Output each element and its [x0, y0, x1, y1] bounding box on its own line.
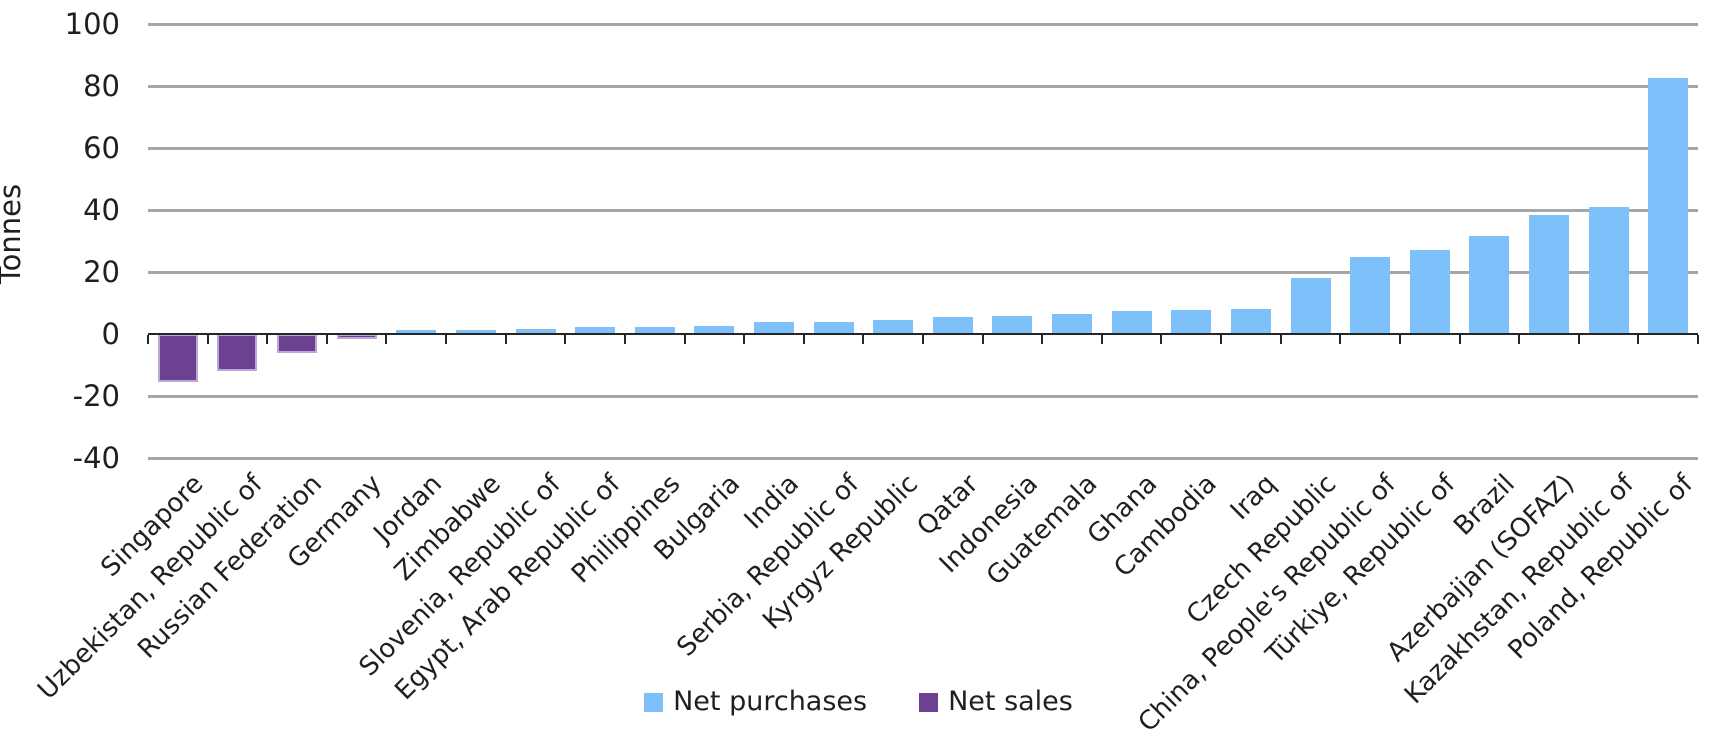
bar-t-rkiye-republic-of	[1409, 250, 1450, 334]
bar-ghana	[1111, 311, 1152, 334]
axis-tick-mark	[266, 335, 269, 344]
gridline-80	[148, 84, 1698, 88]
bar-philippines	[634, 326, 675, 334]
axis-tick-mark	[1160, 335, 1163, 344]
axis-tick-mark	[445, 335, 448, 344]
y-tick-label--40: -40	[72, 441, 120, 475]
axis-tick-mark	[1697, 335, 1699, 344]
bar-czech-republic	[1290, 278, 1331, 334]
axis-tick-mark	[1458, 335, 1461, 344]
bar-russian-federation	[277, 334, 318, 353]
y-tick-label-40: 40	[83, 193, 120, 227]
bar-azerbaijan-sofaz	[1528, 214, 1569, 334]
y-tick-label-0: 0	[101, 317, 120, 351]
axis-tick-mark	[981, 335, 984, 344]
bar-zimbabwe	[455, 329, 496, 334]
bar-iraq	[1230, 308, 1271, 334]
legend-swatch-net-sales	[919, 692, 939, 712]
axis-tick-mark	[1339, 335, 1342, 344]
bar-uzbekistan-republic-of	[217, 334, 258, 372]
y-tick-label-100: 100	[64, 7, 120, 41]
bar-jordan	[396, 329, 437, 334]
bar-qatar	[932, 317, 973, 334]
axis-tick-mark	[862, 335, 865, 344]
axis-tick-mark	[206, 335, 209, 344]
legend-item-net-purchases: Net purchases	[644, 684, 867, 720]
bar-slovenia-republic-of	[515, 328, 556, 334]
gridline-60	[148, 146, 1698, 150]
axis-tick-mark	[1398, 335, 1401, 344]
legend-swatch-net-purchases	[644, 692, 664, 712]
bar-kyrgyz-republic	[873, 320, 914, 334]
x-axis-label-uzbekistan-republic-of: Uzbekistan, Republic of	[32, 469, 269, 706]
axis-tick-mark	[1279, 335, 1282, 344]
axis-tick-mark	[623, 335, 626, 344]
bar-cambodia	[1171, 310, 1212, 334]
gridline-40	[148, 208, 1698, 212]
axis-tick-mark	[1637, 335, 1640, 344]
gridline--40	[148, 456, 1698, 460]
axis-tick-mark	[802, 335, 805, 344]
bar-egypt-arab-republic-of	[575, 326, 616, 334]
axis-tick-mark	[1100, 335, 1103, 344]
axis-tick-mark	[385, 335, 388, 344]
y-tick-label-60: 60	[83, 131, 120, 165]
axis-tick-mark	[1577, 335, 1580, 344]
y-tick-label--20: -20	[72, 379, 120, 413]
axis-tick-mark	[683, 335, 686, 344]
gridline--20	[148, 394, 1698, 398]
legend-label-net-sales: Net sales	[948, 686, 1073, 717]
bar-brazil	[1469, 236, 1510, 334]
y-tick-label-20: 20	[83, 255, 120, 289]
bar-serbia-republic-of	[813, 321, 854, 334]
gridline-20	[148, 270, 1698, 274]
axis-tick-mark	[564, 335, 567, 344]
bar-singapore	[157, 334, 198, 383]
bar-kazakhstan-republic-of	[1588, 206, 1629, 334]
y-tick-label-80: 80	[83, 69, 120, 103]
legend-item-net-sales: Net sales	[919, 684, 1073, 720]
bar-guatemala	[1052, 314, 1093, 334]
axis-tick-mark	[1220, 335, 1223, 344]
bar-poland-republic-of	[1648, 78, 1689, 334]
x-axis-line	[148, 333, 1698, 335]
axis-tick-mark	[325, 335, 328, 344]
bar-bulgaria	[694, 326, 735, 334]
bar-india	[753, 322, 794, 334]
bar-china-people-s-republic-of	[1350, 257, 1391, 334]
gridline-100	[148, 22, 1698, 26]
axis-tick-mark	[922, 335, 924, 344]
bar-indonesia	[992, 316, 1033, 334]
axis-tick-mark	[1041, 335, 1044, 344]
legend: Net purchases Net sales	[0, 684, 1717, 720]
axis-tick-mark	[147, 335, 149, 344]
legend-label-net-purchases: Net purchases	[673, 686, 868, 717]
axis-tick-mark	[743, 335, 746, 344]
axis-tick-mark	[1518, 335, 1521, 344]
axis-tick-mark	[504, 335, 507, 344]
